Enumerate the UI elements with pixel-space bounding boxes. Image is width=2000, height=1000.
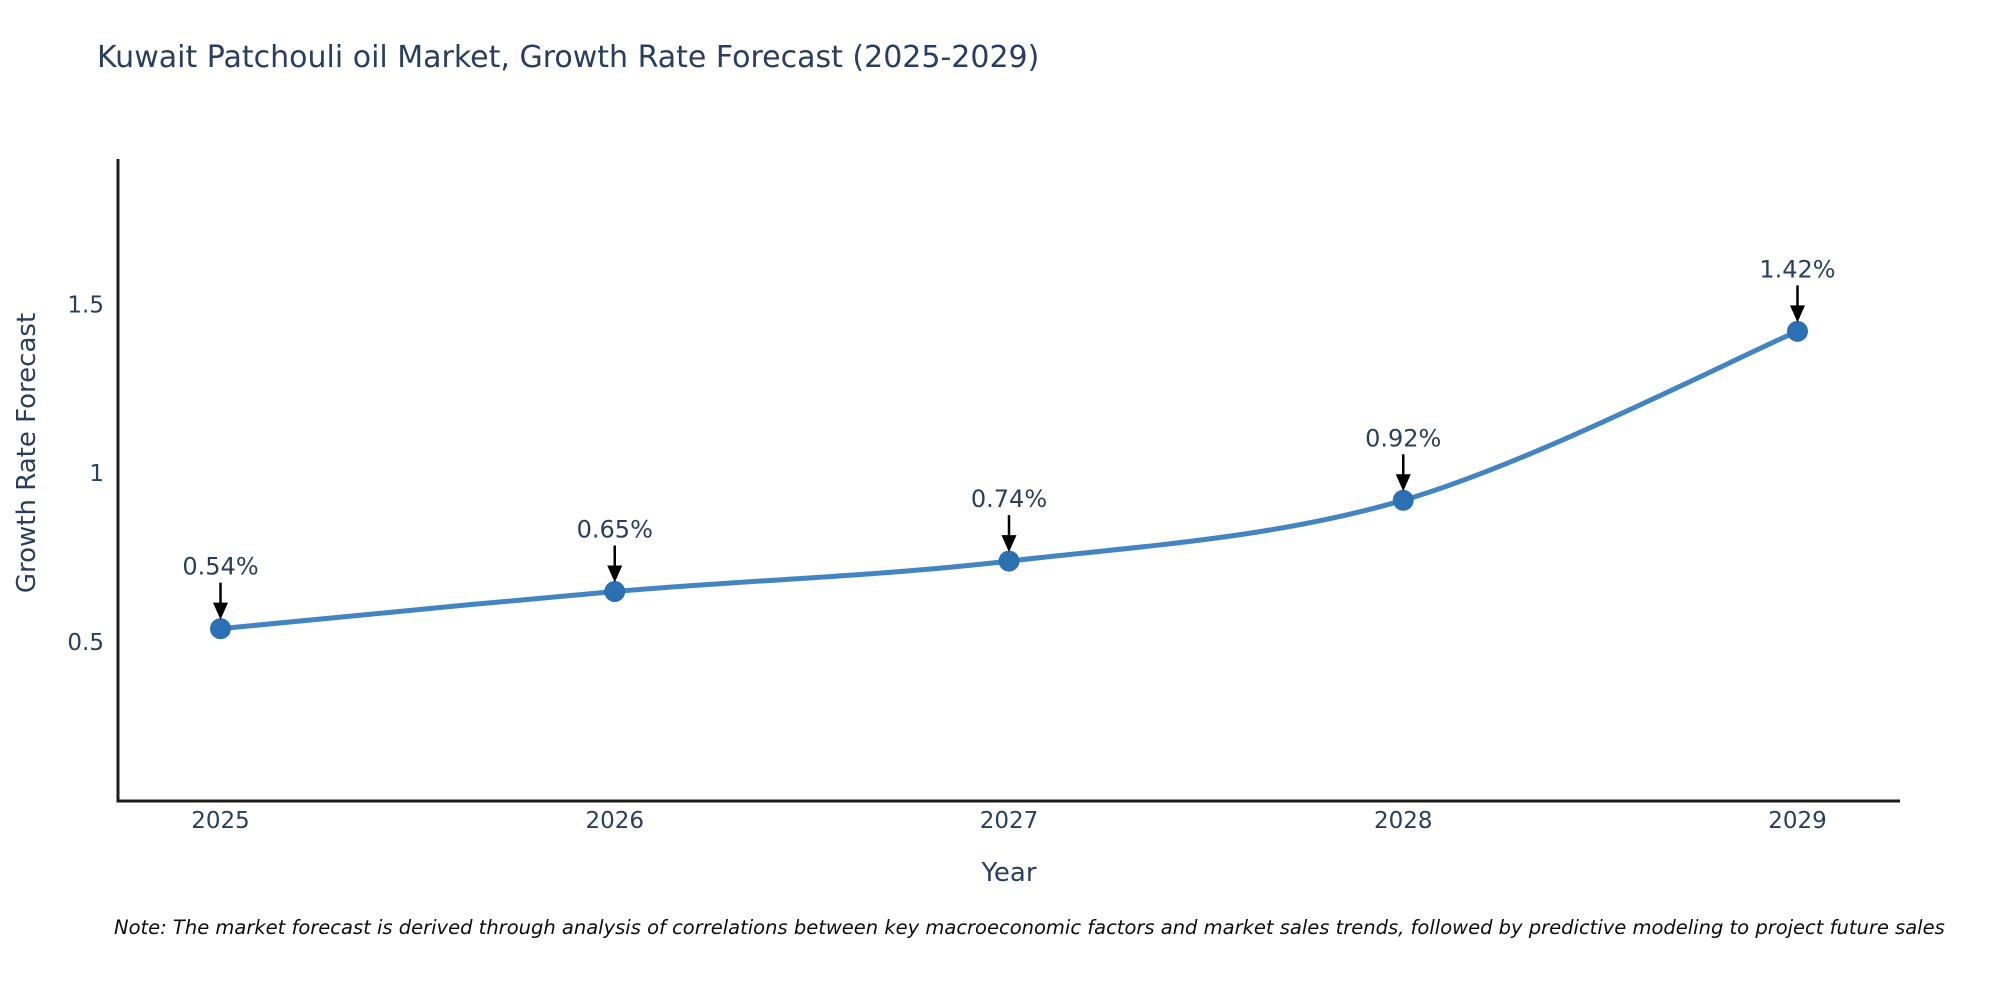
annotation-arrowhead xyxy=(213,602,229,620)
data-point-label: 0.74% xyxy=(971,485,1047,513)
annotation-arrowhead xyxy=(1789,305,1805,323)
forecast-line xyxy=(218,328,1800,632)
data-point-marker-2025[interactable] xyxy=(210,618,232,640)
y-tick-label: 1.5 xyxy=(67,292,104,318)
data-point-marker-2027[interactable] xyxy=(998,550,1020,572)
data-point-label: 0.65% xyxy=(577,516,653,544)
footnote-text: Note: The market forecast is derived thr… xyxy=(114,916,1945,939)
x-tick-label: 2025 xyxy=(191,808,250,834)
data-point-marker-2029[interactable] xyxy=(1786,320,1808,342)
y-tick-label: 1 xyxy=(89,461,104,487)
x-axis-title: Year xyxy=(981,858,1037,888)
x-tick-label: 2026 xyxy=(585,808,644,834)
data-point-label: 0.54% xyxy=(182,553,258,581)
x-tick-label: 2027 xyxy=(980,808,1039,834)
annotation-arrowhead xyxy=(607,565,623,583)
y-tick-label: 0.5 xyxy=(67,630,104,656)
data-point-marker-2026[interactable] xyxy=(604,581,626,603)
annotation-arrowhead xyxy=(1001,535,1017,553)
chart-title: Kuwait Patchouli oil Market, Growth Rate… xyxy=(97,40,1040,75)
data-point-marker-2028[interactable] xyxy=(1392,489,1414,511)
annotation-arrowhead xyxy=(1395,474,1411,492)
x-tick-label: 2028 xyxy=(1374,808,1433,834)
data-point-label: 1.42% xyxy=(1759,255,1835,283)
data-point-label: 0.92% xyxy=(1365,424,1441,452)
x-tick-label: 2029 xyxy=(1768,808,1827,834)
